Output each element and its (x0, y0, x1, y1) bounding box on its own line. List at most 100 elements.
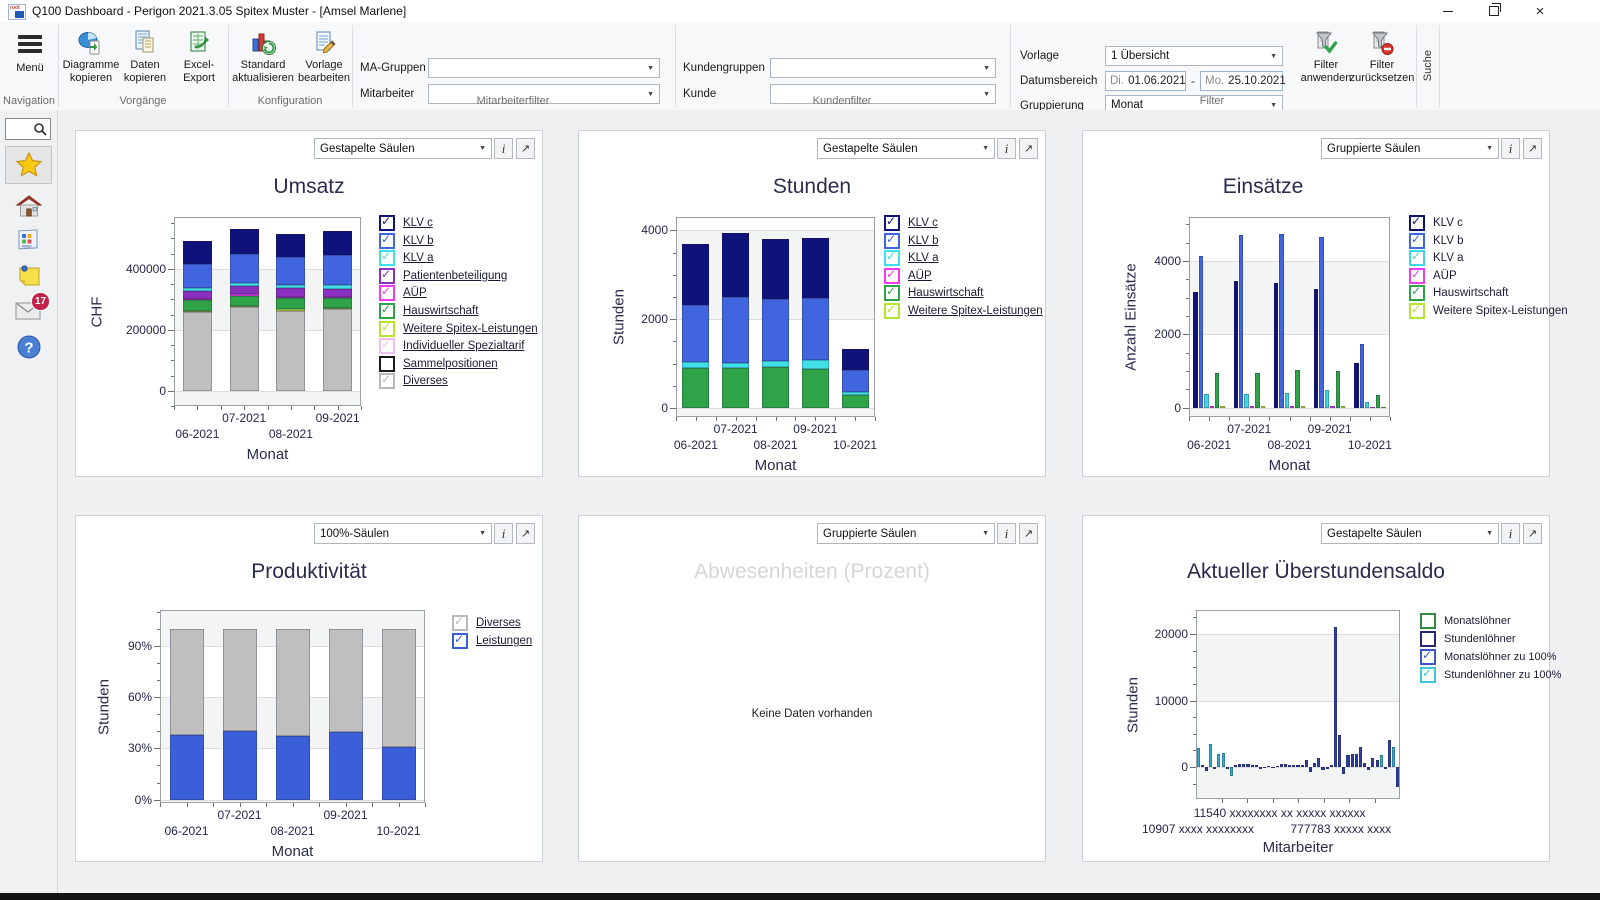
minimize-button[interactable] (1433, 0, 1463, 22)
sidebar-search-input[interactable] (5, 118, 51, 140)
legend-checkbox[interactable]: ✓ (379, 302, 395, 319)
legend-checkbox[interactable]: ✓ (379, 214, 395, 231)
info-button[interactable]: i (1501, 523, 1520, 544)
mitarbeiter-select[interactable]: ▼ (428, 84, 660, 104)
legend-checkbox[interactable]: ✓ (1420, 648, 1436, 665)
filter-anwenden-button[interactable]: Filter anwenden (1297, 25, 1355, 97)
chart-type-select[interactable]: Gestapelte Säulen ▼ (314, 138, 492, 159)
legend-item[interactable]: ✓ KLV a (1409, 249, 1463, 267)
date-to-field[interactable]: Mo. 25.10.2021 (1200, 71, 1286, 91)
legend-checkbox[interactable] (1420, 631, 1436, 647)
legend-checkbox[interactable]: ✓ (379, 372, 395, 390)
chart-type-select[interactable]: Gestapelte Säulen ▼ (1321, 523, 1499, 544)
legend-item[interactable]: ✓ Weitere Spitex-Leistungen (379, 320, 538, 337)
restore-button[interactable] (1479, 0, 1509, 22)
legend-checkbox[interactable] (379, 355, 395, 372)
legend-item[interactable]: ✓ AÜP (884, 267, 932, 284)
vorlage-bearbeiten-button[interactable]: Vorlage bearbeiten (296, 25, 352, 97)
legend-item[interactable]: ✓ Monatslöhner zu 100% (1420, 648, 1557, 665)
kunde-select[interactable]: ▼ (770, 84, 996, 104)
expand-button[interactable]: ↗ (516, 523, 535, 544)
daten-kopieren-button[interactable]: Daten kopieren (120, 25, 170, 97)
legend-checkbox[interactable]: ✓ (884, 302, 900, 319)
legend-checkbox[interactable]: ✓ (379, 337, 395, 355)
legend-checkbox[interactable]: ✓ (379, 267, 395, 284)
sidebar-item-apps[interactable] (5, 222, 52, 260)
kundengruppen-select[interactable]: ▼ (770, 58, 996, 78)
legend-item[interactable]: ✓ Diverses (379, 372, 448, 390)
expand-button[interactable]: ↗ (1523, 523, 1542, 544)
legend-item[interactable]: ✓ KLV b (1409, 232, 1463, 249)
info-button[interactable]: i (997, 523, 1016, 544)
excel-export-button[interactable]: Excel- Export (174, 25, 224, 97)
info-button[interactable]: i (494, 523, 513, 544)
legend-item[interactable]: ✓ Hauswirtschaft (884, 284, 983, 302)
chart-type-select[interactable]: Gestapelte Säulen ▼ (817, 138, 995, 159)
legend-checkbox[interactable]: ✓ (1409, 232, 1425, 249)
legend-item[interactable]: ✓ Individueller Spezialtarif (379, 337, 524, 355)
date-from-field[interactable]: Di. 01.06.2021 (1105, 71, 1186, 91)
legend-checkbox[interactable]: ✓ (1409, 284, 1425, 302)
ma-gruppen-select[interactable]: ▼ (428, 58, 660, 78)
chart-type-select[interactable]: Gruppierte Säulen ▼ (817, 523, 995, 544)
close-button[interactable]: × (1535, 2, 1545, 20)
legend-item[interactable]: ✓ KLV c (884, 214, 938, 231)
legend-checkbox[interactable]: ✓ (884, 284, 900, 302)
legend-item[interactable]: ✓ Hauswirtschaft (379, 302, 478, 319)
expand-button[interactable]: ↗ (1019, 523, 1038, 544)
legend-checkbox[interactable]: ✓ (379, 320, 395, 337)
legend-checkbox[interactable]: ✓ (379, 284, 395, 302)
legend-checkbox[interactable]: ✓ (452, 614, 468, 631)
legend-checkbox[interactable]: ✓ (884, 249, 900, 267)
legend-item[interactable]: ✓ Hauswirtschaft (1409, 284, 1508, 302)
legend-item[interactable]: ✓ KLV b (379, 232, 433, 249)
legend-item[interactable]: ✓ Leistungen (452, 632, 532, 649)
sidebar-item-notes[interactable] (5, 256, 52, 294)
legend-checkbox[interactable]: ✓ (1409, 267, 1425, 284)
diagramme-kopieren-button[interactable]: Diagramme kopieren (63, 25, 119, 97)
sidebar-item-favorites[interactable] (5, 146, 52, 184)
legend-checkbox[interactable]: ✓ (452, 632, 468, 649)
standard-aktualisieren-button[interactable]: Standard aktualisieren (231, 25, 295, 97)
legend-checkbox[interactable]: ✓ (379, 249, 395, 267)
legend-item[interactable]: ✓ KLV c (379, 214, 433, 231)
info-button[interactable]: i (494, 138, 513, 159)
legend-item[interactable]: Sammelpositionen (379, 355, 498, 372)
legend-item[interactable]: ✓ KLV a (884, 249, 938, 267)
legend-checkbox[interactable]: ✓ (379, 232, 395, 249)
sidebar-item-messages[interactable]: 17 (5, 292, 52, 330)
legend-checkbox[interactable]: ✓ (1409, 302, 1425, 319)
legend-item[interactable]: ✓ Weitere Spitex-Leistungen (1409, 302, 1568, 319)
expand-button[interactable]: ↗ (1523, 138, 1542, 159)
legend-checkbox[interactable]: ✓ (884, 214, 900, 231)
legend-checkbox[interactable]: ✓ (884, 232, 900, 249)
legend-checkbox[interactable]: ✓ (884, 267, 900, 284)
filter-zuruecksetzen-button[interactable]: Filter zurücksetzen (1350, 25, 1414, 97)
chart-type-select[interactable]: Gruppierte Säulen ▼ (1321, 138, 1499, 159)
legend-item[interactable]: ✓ AÜP (379, 284, 427, 302)
legend-item[interactable]: ✓ Weitere Spitex-Leistungen (884, 302, 1043, 319)
legend-item[interactable]: ✓ Diverses (452, 614, 521, 631)
legend-checkbox[interactable]: ✓ (1409, 214, 1425, 231)
legend-item[interactable]: ✓ AÜP (1409, 267, 1457, 284)
legend-item[interactable]: Stundenlöhner (1420, 631, 1516, 647)
legend-checkbox[interactable]: ✓ (1420, 666, 1436, 683)
legend-item[interactable]: ✓ KLV a (379, 249, 433, 267)
legend-checkbox[interactable]: ✓ (1409, 249, 1425, 267)
sidebar-item-home[interactable] (5, 188, 52, 226)
legend-item[interactable]: ✓ Stundenlöhner zu 100% (1420, 666, 1561, 683)
legend-item[interactable]: ✓ KLV c (1409, 214, 1463, 231)
legend-item[interactable]: Monatslöhner (1420, 613, 1511, 629)
vorlage-select[interactable]: 1 Übersicht ▼ (1105, 46, 1283, 66)
expand-button[interactable]: ↗ (1019, 138, 1038, 159)
info-button[interactable]: i (1501, 138, 1520, 159)
chart-type-select[interactable]: 100%-Säulen ▼ (314, 523, 492, 544)
legend-item[interactable]: ✓ KLV b (884, 232, 938, 249)
info-button[interactable]: i (997, 138, 1016, 159)
menu-button[interactable]: Menü (6, 25, 54, 97)
legend-checkbox[interactable] (1420, 613, 1436, 629)
expand-button[interactable]: ↗ (516, 138, 535, 159)
suche-tab[interactable]: Suche (1416, 25, 1440, 107)
sidebar-item-help[interactable]: ? (5, 328, 52, 366)
legend-item[interactable]: ✓ Patientenbeteiligung (379, 267, 507, 284)
